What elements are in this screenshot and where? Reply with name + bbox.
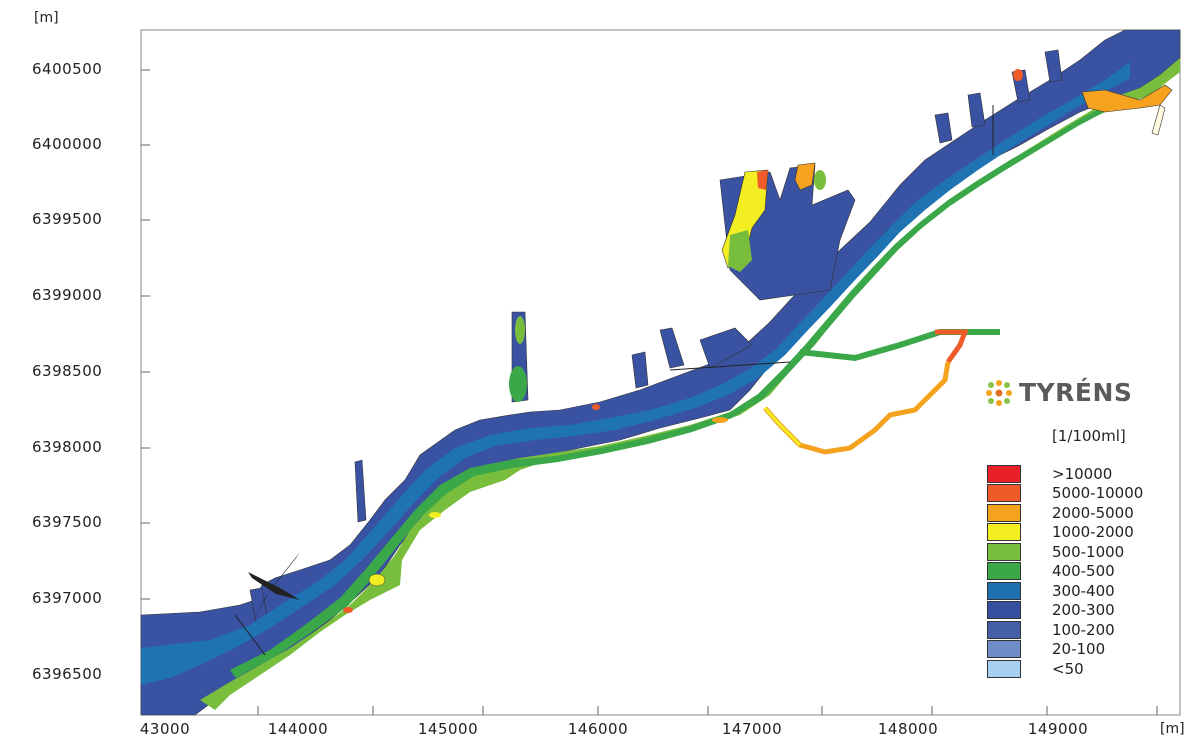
legend-label: 20-100 bbox=[1052, 640, 1106, 659]
legend-swatch bbox=[987, 659, 1021, 678]
x-tick-label: 148000 bbox=[877, 720, 939, 738]
legend-swatch bbox=[987, 640, 1021, 659]
y-tick-label: 6397500 bbox=[32, 513, 103, 531]
legend-item: 5000-10000 bbox=[987, 484, 1143, 504]
legend-label: 1000-2000 bbox=[1052, 523, 1134, 542]
legend-unit: [1/100ml] bbox=[1052, 427, 1126, 445]
y-tick-label: 6398000 bbox=[32, 438, 103, 456]
wind-direction-arrow bbox=[248, 552, 300, 622]
legend-swatch bbox=[987, 523, 1021, 542]
navigation-channel bbox=[141, 62, 1130, 685]
legend-item: 1000-2000 bbox=[987, 523, 1143, 543]
legend-label: 200-300 bbox=[1052, 601, 1115, 620]
legend-swatch bbox=[987, 542, 1021, 561]
x-tick-label: 147000 bbox=[721, 720, 783, 738]
legend-swatch bbox=[987, 562, 1021, 581]
y-axis-unit: [m] bbox=[34, 10, 59, 26]
legend-label: 5000-10000 bbox=[1052, 484, 1144, 503]
outlet-channel-upper-red bbox=[935, 329, 969, 364]
x-axis-ticks bbox=[147, 706, 1158, 715]
shore-hotspots bbox=[343, 69, 1023, 613]
legend-item: <50 bbox=[987, 659, 1143, 679]
legend-label: 100-200 bbox=[1052, 620, 1115, 639]
legend-label: 300-400 bbox=[1052, 581, 1115, 600]
shore-mid-green-band bbox=[230, 104, 1108, 678]
x-tick-label: 146000 bbox=[567, 720, 629, 738]
legend-swatch bbox=[987, 464, 1021, 483]
legend-swatch bbox=[987, 484, 1021, 503]
legend-label: >10000 bbox=[1052, 464, 1113, 483]
legend-label: 2000-5000 bbox=[1052, 503, 1134, 522]
legend: >10000 5000-10000 2000-5000 1000-2000 500-10… bbox=[987, 464, 1143, 679]
y-tick-label: 6400000 bbox=[32, 135, 103, 153]
legend-label: <50 bbox=[1052, 659, 1084, 678]
y-tick-label: 6396500 bbox=[32, 665, 103, 683]
legend-item: 2000-5000 bbox=[987, 503, 1143, 523]
legend-label: 500-1000 bbox=[1052, 542, 1125, 561]
x-tick-label: 144000 bbox=[267, 720, 329, 738]
x-axis-unit: [m] bbox=[1160, 721, 1185, 737]
section-lines bbox=[234, 105, 994, 656]
y-tick-label: 6398500 bbox=[32, 362, 103, 380]
y-tick-label: 6400500 bbox=[32, 60, 103, 78]
logo-text: TYRÉNS bbox=[1019, 378, 1133, 407]
north-basin-green bbox=[728, 230, 752, 272]
north-basin-hotspot-red bbox=[757, 170, 768, 190]
x-tick-label: 43000 bbox=[139, 720, 191, 738]
north-basin-hotspot-east bbox=[794, 162, 816, 191]
legend-swatch bbox=[987, 581, 1021, 600]
east-channel-hotspot bbox=[1081, 84, 1173, 113]
legend-label: 400-500 bbox=[1052, 562, 1115, 581]
y-tick-label: 6399500 bbox=[32, 210, 103, 228]
logo-dots-icon bbox=[986, 379, 1012, 406]
legend-item: 500-1000 bbox=[987, 542, 1143, 562]
legend-item: 100-200 bbox=[987, 620, 1143, 640]
y-tick-label: 6399000 bbox=[32, 286, 103, 304]
y-axis-ticks bbox=[141, 69, 150, 676]
tyrens-logo: TYRÉNS bbox=[985, 378, 1132, 407]
x-tick-label: 149000 bbox=[1027, 720, 1089, 738]
east-channel-pale bbox=[1151, 104, 1166, 136]
legend-item: 400-500 bbox=[987, 562, 1143, 582]
legend-item: 300-400 bbox=[987, 581, 1143, 601]
legend-item: 200-300 bbox=[987, 601, 1143, 621]
legend-item: 20-100 bbox=[987, 640, 1143, 660]
outlet-channel-upper bbox=[799, 329, 1000, 362]
legend-swatch bbox=[987, 503, 1021, 522]
legend-swatch bbox=[987, 601, 1021, 620]
legend-item: >10000 bbox=[987, 464, 1143, 484]
shore-green-band bbox=[200, 58, 1180, 710]
x-tick-label: 145000 bbox=[417, 720, 479, 738]
outlet-channel-lower-yellow bbox=[763, 407, 802, 447]
legend-swatch bbox=[987, 620, 1021, 639]
y-tick-label: 6397000 bbox=[32, 589, 103, 607]
